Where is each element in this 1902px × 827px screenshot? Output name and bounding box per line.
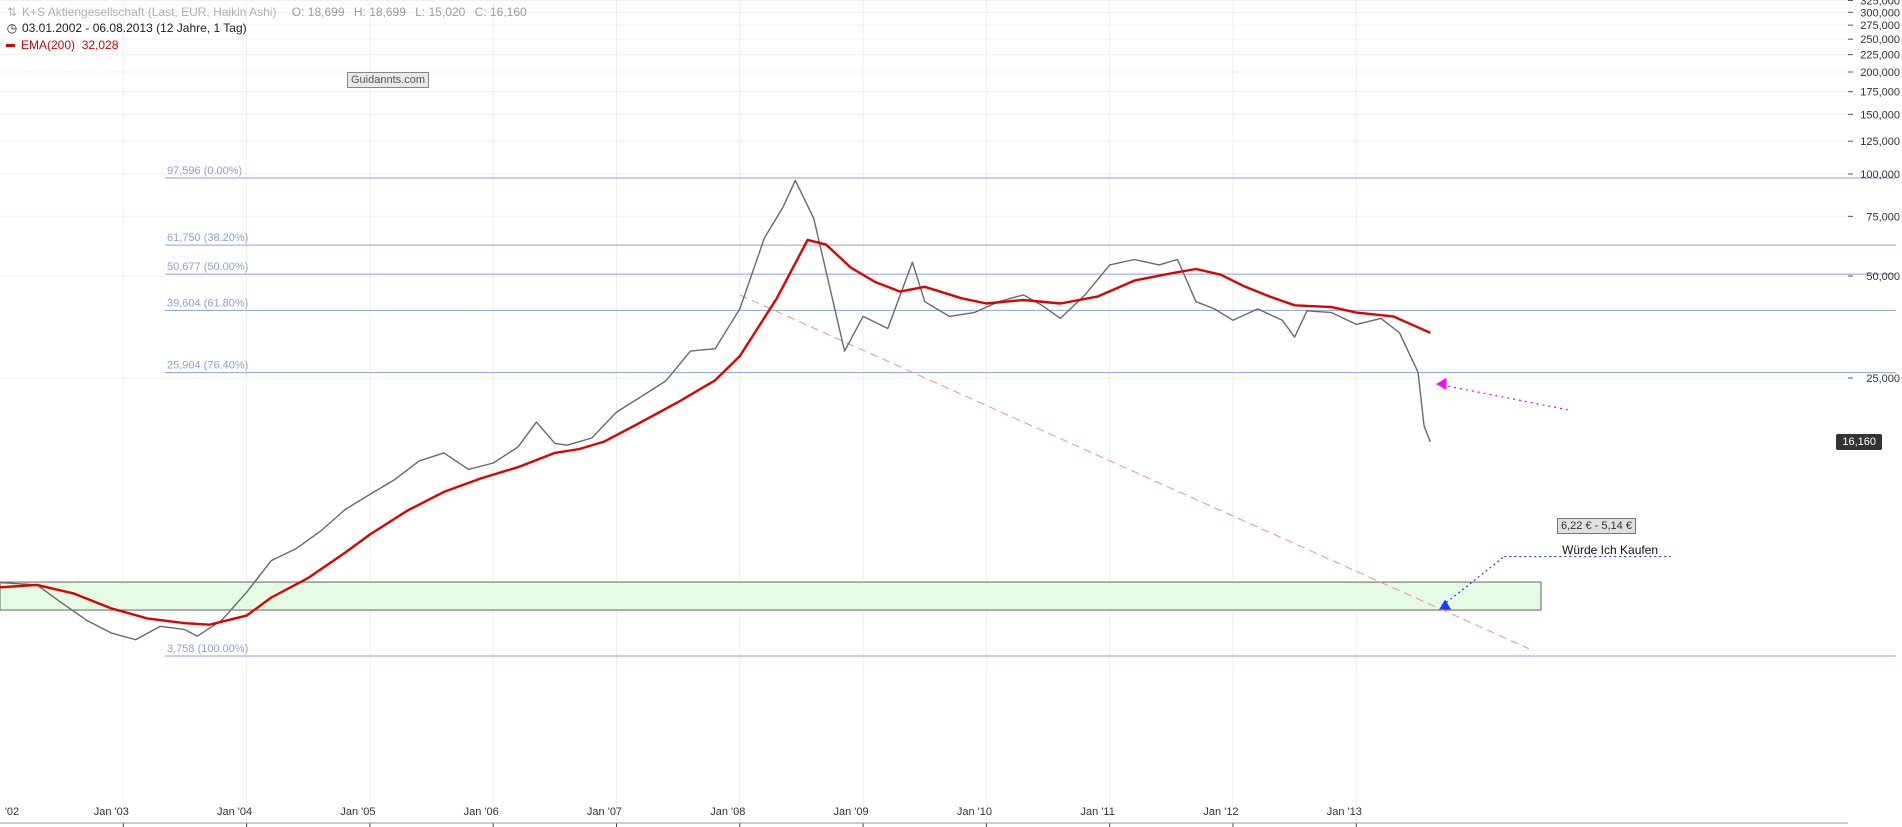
y-tick-label: 150,000 bbox=[1860, 109, 1900, 121]
blue-dotted-line bbox=[1442, 556, 1505, 607]
ohlc-values: O: 18,699 H: 18,699 L: 15,020 C: 16,160 bbox=[286, 5, 527, 19]
ema-legend[interactable]: EMA(200) 32,028 bbox=[6, 38, 118, 52]
high-value: H: 18,699 bbox=[353, 5, 406, 19]
ema-swatch bbox=[6, 44, 15, 48]
fib-label: 50,677 (50.00%) bbox=[167, 261, 248, 273]
x-tick-label: Jan '13 bbox=[1327, 806, 1362, 818]
x-tick-label: Jan '09 bbox=[834, 806, 869, 818]
x-tick-label: Jan '06 bbox=[464, 806, 499, 818]
zone-rect bbox=[0, 581, 1542, 611]
x-tick-label: Jan '04 bbox=[217, 806, 252, 818]
date-range: 03.01.2002 - 06.08.2013 (12 Jahre, 1 Tag… bbox=[22, 21, 247, 35]
y-tick-label: 25,000 bbox=[1866, 373, 1900, 385]
x-tick-label: Jan '03 bbox=[94, 806, 129, 818]
buy-zone bbox=[0, 581, 1542, 611]
y-tick-label: 75,000 bbox=[1866, 211, 1900, 223]
y-tick-label: 250,000 bbox=[1860, 34, 1900, 46]
y-tick-label: 200,000 bbox=[1860, 67, 1900, 79]
close-value: C: 16,160 bbox=[474, 5, 527, 19]
y-tick-label: 50,000 bbox=[1866, 271, 1900, 283]
price-series-line bbox=[0, 179, 1431, 641]
range-annotation[interactable]: 6,22 € - 5,14 € bbox=[1557, 518, 1636, 534]
y-tick-label: 300,000 bbox=[1860, 7, 1900, 19]
y-tick-label: 325,000 bbox=[1860, 0, 1900, 8]
ema-series-line bbox=[0, 238, 1431, 626]
low-value: L: 15,020 bbox=[415, 5, 466, 19]
magenta-dotted-line bbox=[1436, 383, 1573, 412]
chart-header-title: ⇅ K+S Aktiengesellschaft (Last, EUR, Haik… bbox=[6, 5, 527, 19]
fib-label: 97,596 (0.00%) bbox=[167, 165, 242, 177]
y-tick-label: 100,000 bbox=[1860, 169, 1900, 181]
fib-label: 39,604 (61.80%) bbox=[167, 297, 248, 309]
x-tick-label: Jan '10 bbox=[957, 806, 992, 818]
x-tick-label: Jan '12 bbox=[1203, 806, 1238, 818]
x-tick-label: Jan '05 bbox=[340, 806, 375, 818]
chart-header-range: ◷ 03.01.2002 - 06.08.2013 (12 Jahre, 1 Ta… bbox=[6, 21, 247, 35]
open-value: O: 18,699 bbox=[291, 5, 345, 19]
trendlines bbox=[739, 294, 1671, 650]
instrument-name: K+S Aktiengesellschaft (Last, EUR, Haiki… bbox=[22, 5, 277, 19]
x-axis: '02 Jan '03 Jan '04 Jan '05 Jan '06 Jan '07 Ja… bbox=[0, 806, 1848, 827]
y-tick-label: 225,000 bbox=[1860, 50, 1900, 62]
downtrend-line bbox=[739, 294, 1530, 650]
fib-label: 25,904 (76.40%) bbox=[167, 360, 248, 372]
blue-arrow-marker bbox=[1439, 599, 1452, 610]
x-tick-label: Jan '08 bbox=[710, 806, 745, 818]
y-tick-label: 125,000 bbox=[1860, 136, 1900, 148]
watermark: Guidannts.com bbox=[347, 72, 429, 88]
last-price-tag: 16,160 bbox=[1836, 434, 1882, 450]
clock-icon: ◷ bbox=[6, 21, 18, 35]
series-layer bbox=[0, 179, 1431, 641]
ema-value: 32,028 bbox=[81, 38, 119, 52]
fib-label: 3,758 (100.00%) bbox=[167, 643, 248, 655]
fib-label: 61,750 (38.20%) bbox=[167, 232, 248, 244]
grid bbox=[0, 0, 1848, 821]
fibonacci-levels: 97,596 (0.00%) 61,750 (38.20%) 50,677 (50.… bbox=[165, 165, 1896, 657]
y-tick-label: 275,000 bbox=[1860, 20, 1900, 32]
magenta-arrow-marker bbox=[1436, 377, 1447, 390]
x-tick-label: Jan '11 bbox=[1081, 806, 1115, 818]
chart-type-icon[interactable]: ⇅ bbox=[6, 5, 18, 19]
y-tick-label: 175,000 bbox=[1860, 87, 1900, 99]
x-tick-label: Jan '07 bbox=[587, 806, 622, 818]
ema-label: EMA(200) bbox=[21, 38, 76, 52]
buy-note[interactable]: Würde Ich Kaufen bbox=[1562, 543, 1659, 557]
x-tick-label: '02 bbox=[5, 806, 19, 818]
